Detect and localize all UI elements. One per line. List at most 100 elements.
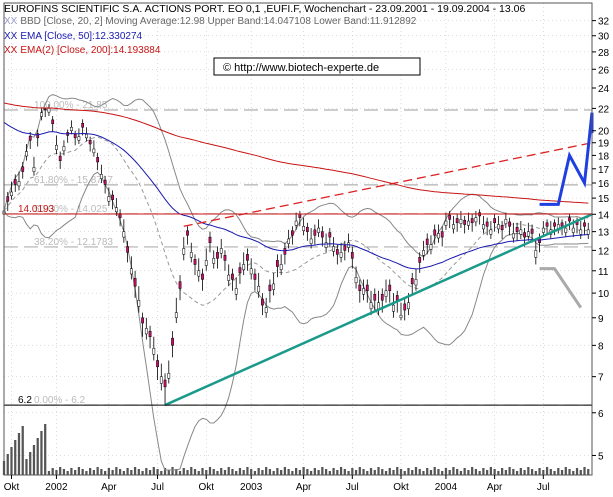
candle-body: [373, 294, 377, 301]
volume-bar: [44, 424, 47, 475]
candle-body: [246, 254, 249, 261]
volume-bar: [193, 469, 197, 475]
volume-bar: [324, 469, 328, 475]
volume-bar: [302, 467, 305, 475]
volume-bar: [212, 469, 215, 475]
candle-body: [51, 119, 55, 125]
legend-entry-ema200-text: EMA(2) [Close, 200]:14.193884: [20, 45, 161, 56]
candle-body: [335, 249, 339, 255]
candle-body: [586, 229, 590, 235]
candle-body: [261, 298, 264, 306]
volume-bar: [25, 459, 28, 475]
volume-bar: [515, 471, 519, 475]
watermark-frame: [213, 57, 421, 76]
volume-bar: [407, 468, 410, 475]
candle-body: [182, 248, 186, 255]
volume-bar: [81, 469, 84, 475]
volume-bar: [257, 468, 260, 475]
volume-bar: [145, 468, 148, 475]
volume-bar: [70, 468, 73, 475]
candle-body: [541, 227, 545, 233]
candle-body: [463, 219, 467, 225]
volume-bar: [575, 468, 579, 475]
volume-bar: [351, 468, 354, 475]
volume-bar: [115, 467, 118, 475]
ema-200-line: [3, 102, 589, 204]
volume-bar: [14, 440, 17, 475]
volume-bar: [62, 469, 66, 475]
candle-body: [100, 174, 103, 179]
volume-bar: [96, 467, 99, 475]
candle-body: [339, 252, 343, 258]
volume-bar: [66, 471, 69, 475]
legend-entry-ema200-prefix: XX: [4, 45, 18, 56]
volume-bar: [542, 470, 545, 475]
x-tick-label: Apr: [487, 482, 503, 493]
candle-body: [392, 304, 395, 312]
volume-bar: [55, 470, 58, 475]
candle-body: [317, 227, 320, 233]
x-tick-label: Okt: [4, 482, 20, 493]
volume-bar: [6, 454, 9, 475]
volume-bar: [280, 470, 283, 475]
candle-body: [272, 283, 276, 290]
volume-bar: [362, 469, 365, 475]
candle-body: [384, 290, 388, 297]
volume-bar: [399, 469, 403, 475]
volume-bar: [40, 431, 43, 475]
candle-body: [144, 328, 148, 335]
volume-bar: [10, 447, 13, 475]
candle-body: [58, 155, 62, 161]
candle-body: [32, 167, 36, 172]
candle-body: [365, 284, 369, 292]
volume-bar: [141, 471, 144, 475]
candle-body: [249, 268, 253, 275]
candle-body: [73, 134, 77, 139]
volume-bar: [508, 467, 511, 475]
volume-bar: [163, 468, 167, 475]
volume-bar: [160, 471, 163, 475]
candle-body: [193, 259, 197, 265]
y-tick-label: 16: [598, 179, 610, 190]
volume-bar: [122, 471, 125, 475]
y-tick-label: 9: [598, 314, 604, 325]
legend-entry-ema50: XX EMA [Close, 50]:12.330274: [4, 31, 143, 42]
volume-bar: [553, 471, 556, 475]
volume-bar: [36, 438, 39, 475]
ema-50-line: [3, 121, 589, 270]
x-tick-label: 2002: [45, 482, 68, 493]
volume-bar: [504, 470, 507, 475]
volume-bar: [130, 470, 133, 475]
volume-bar: [17, 433, 21, 475]
volume-bar: [208, 467, 212, 475]
candle-body: [474, 217, 478, 223]
candle-body: [126, 246, 129, 253]
candle-body: [28, 135, 32, 141]
volume-bar: [579, 470, 582, 475]
candle-body: [440, 231, 444, 238]
candle-body: [287, 238, 291, 244]
fibonacci-label: 38.20% - 12.1783: [34, 237, 113, 248]
volume-bar: [103, 471, 107, 475]
volume-bar: [272, 471, 275, 475]
volume-bar: [167, 470, 170, 475]
volume-bar: [242, 470, 245, 475]
candle-body: [189, 252, 193, 258]
volume-bar: [354, 470, 358, 475]
volume-bar: [253, 471, 257, 475]
candle-body: [496, 224, 500, 230]
trendlines: [164, 142, 593, 407]
candle-body: [291, 230, 294, 236]
volume-bar: [422, 471, 425, 475]
candle-body: [399, 314, 403, 319]
volume-bar: [332, 468, 335, 475]
candle-body: [403, 303, 407, 311]
candle-body: [238, 267, 242, 274]
fibonacci-label: 61.80% - 15.8717: [34, 175, 113, 186]
candle-body: [504, 219, 508, 224]
y-tick-label: 32: [598, 17, 610, 28]
volume-bar: [414, 467, 418, 475]
volume-bar: [433, 467, 436, 475]
volume-bar: [246, 467, 249, 475]
